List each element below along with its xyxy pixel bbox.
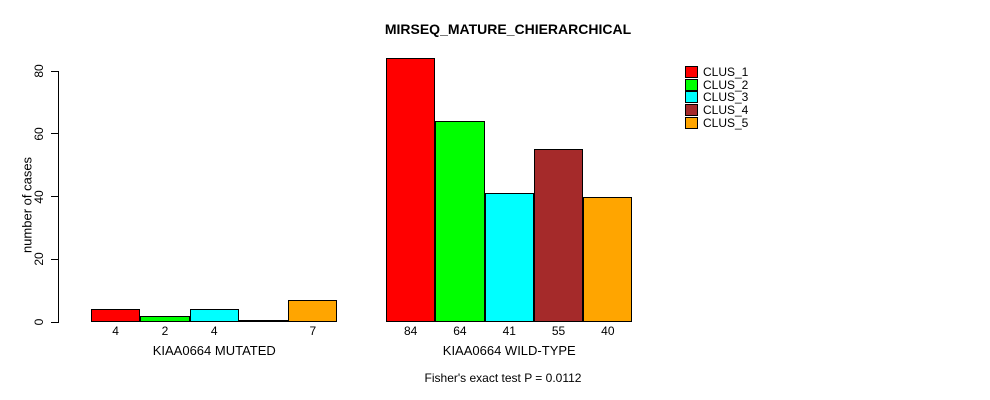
bar-clus_5 [583,196,633,322]
legend-swatch-clus_4 [685,104,698,117]
bar-value-label: 7 [309,324,317,338]
y-axis-tick [51,321,59,323]
y-tick-label: 40 [32,189,46,204]
chart-title: MIRSEQ_MATURE_CHIERARCHICAL [384,21,632,37]
bar-value-label: 4 [210,324,218,338]
legend-swatch-clus_5 [685,116,698,129]
y-tick-label: 60 [32,127,46,141]
y-tick-label: 0 [32,318,46,326]
group-label: KIAA0664 MUTATED [152,343,276,358]
bar-value-label: 64 [453,324,467,338]
legend-label: CLUS_2 [703,77,749,92]
bar-value-label: 55 [551,324,566,338]
bar-clus_5 [288,300,338,322]
y-tick-label: 20 [32,252,46,266]
bar-value-label: 84 [403,324,418,338]
fisher-test-annotation: Fisher's exact test P = 0.0112 [424,371,582,385]
y-axis-tick [51,258,59,260]
bar-clus_3 [189,309,239,322]
y-tick-label: 80 [32,64,46,78]
legend-swatch-clus_1 [685,66,698,78]
y-axis-title: number of cases [19,156,35,254]
bar-value-label: 41 [502,324,516,338]
bar-clus_4-zero [238,320,289,322]
bar-clus_1 [386,58,436,322]
bar-clus_2 [140,315,190,322]
legend-swatch-clus_2 [685,78,698,91]
bar-value-label: 2 [161,324,169,338]
legend-label: CLUS_4 [703,103,749,118]
y-axis-tick [51,70,59,72]
y-axis-tick [51,133,59,135]
bar-value-label: 40 [601,324,615,338]
bar-clus_4 [533,149,584,322]
y-axis-line [58,71,59,323]
legend-label: CLUS_5 [703,115,749,130]
group-label: KIAA0664 WILD-TYPE [442,343,576,358]
legend-label: CLUS_3 [703,90,749,105]
bar-clus_3 [484,193,534,322]
legend-label: CLUS_1 [703,65,749,79]
bar-clus_2 [435,121,485,322]
bar-value-label: 4 [112,324,119,338]
y-axis-tick [51,196,59,197]
legend-swatch-clus_3 [685,91,698,104]
bar-clus_1 [91,309,141,322]
